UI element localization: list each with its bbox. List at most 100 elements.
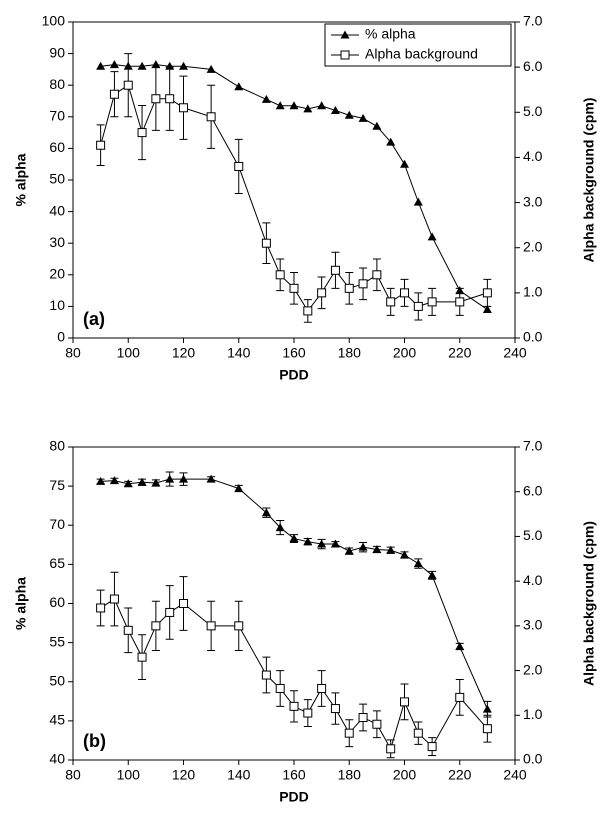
y-tick-label: 45 bbox=[49, 712, 65, 728]
y2-tick-label: 7.0 bbox=[523, 438, 543, 454]
marker bbox=[400, 159, 409, 168]
y-tick-label: 80 bbox=[49, 76, 65, 92]
y2-tick-label: 7.0 bbox=[523, 13, 543, 29]
y-axis-label: % alpha bbox=[13, 577, 29, 630]
x-tick-label: 140 bbox=[227, 767, 251, 783]
marker bbox=[179, 61, 188, 70]
y2-tick-label: 2.0 bbox=[523, 661, 543, 677]
marker bbox=[344, 110, 354, 119]
marker bbox=[303, 104, 313, 113]
marker bbox=[206, 112, 216, 122]
x-axis-label: PDD bbox=[279, 367, 309, 383]
y2-tick-label: 4.0 bbox=[523, 148, 543, 164]
y-tick-label: 80 bbox=[49, 438, 65, 454]
marker bbox=[303, 306, 313, 316]
marker bbox=[455, 692, 465, 702]
series-line bbox=[100, 598, 488, 751]
marker bbox=[289, 701, 299, 711]
x-tick-label: 180 bbox=[338, 345, 362, 361]
marker bbox=[179, 599, 188, 608]
marker bbox=[358, 542, 368, 551]
legend-marker bbox=[340, 30, 350, 39]
x-tick-label: 80 bbox=[65, 767, 81, 783]
marker bbox=[165, 94, 175, 104]
marker bbox=[427, 742, 437, 752]
y-tick-label: 50 bbox=[49, 672, 65, 688]
marker bbox=[165, 607, 175, 617]
y-tick-label: 100 bbox=[42, 13, 66, 29]
marker bbox=[275, 101, 285, 110]
marker bbox=[275, 270, 285, 280]
x-tick-label: 80 bbox=[65, 345, 81, 361]
y-axis-label: % alpha bbox=[13, 153, 29, 206]
marker bbox=[317, 683, 327, 693]
marker bbox=[109, 476, 119, 485]
marker bbox=[386, 744, 396, 754]
marker bbox=[358, 279, 368, 289]
y2-tick-label: 1.0 bbox=[523, 706, 543, 722]
marker bbox=[261, 508, 271, 517]
marker bbox=[123, 80, 133, 90]
marker bbox=[151, 621, 161, 631]
marker bbox=[400, 288, 409, 298]
y-tick-label: 40 bbox=[49, 202, 65, 218]
x-tick-label: 160 bbox=[282, 767, 306, 783]
marker bbox=[123, 479, 133, 488]
marker bbox=[137, 128, 147, 138]
marker bbox=[386, 297, 396, 307]
x-tick-label: 220 bbox=[448, 767, 472, 783]
marker bbox=[358, 113, 368, 122]
marker bbox=[330, 539, 340, 548]
x-tick-label: 200 bbox=[393, 345, 417, 361]
marker bbox=[109, 594, 119, 604]
marker bbox=[372, 545, 382, 554]
marker bbox=[330, 704, 340, 714]
marker bbox=[427, 570, 437, 579]
y-tick-label: 10 bbox=[49, 297, 65, 313]
marker bbox=[358, 713, 368, 723]
x-tick-label: 160 bbox=[282, 345, 306, 361]
marker bbox=[482, 724, 492, 734]
series-line bbox=[100, 478, 488, 710]
legend-label: Alpha background bbox=[365, 46, 478, 62]
marker bbox=[482, 288, 492, 298]
marker bbox=[234, 161, 244, 171]
marker bbox=[317, 539, 327, 548]
marker bbox=[400, 697, 409, 707]
y-tick-label: 40 bbox=[49, 751, 65, 767]
panel-annotation: (b) bbox=[83, 731, 106, 751]
y-tick-label: 55 bbox=[49, 633, 65, 649]
marker bbox=[413, 728, 423, 738]
x-tick-label: 100 bbox=[117, 345, 141, 361]
marker bbox=[303, 708, 313, 718]
y-tick-label: 70 bbox=[49, 516, 65, 532]
x-tick-label: 240 bbox=[503, 345, 527, 361]
marker bbox=[137, 61, 147, 70]
marker bbox=[109, 60, 119, 69]
marker bbox=[289, 283, 299, 293]
marker bbox=[96, 61, 106, 70]
marker bbox=[344, 728, 354, 738]
marker bbox=[372, 121, 382, 130]
y2-tick-label: 6.0 bbox=[523, 58, 543, 74]
marker bbox=[96, 476, 106, 485]
marker bbox=[289, 101, 299, 110]
chart-panel: 80 100 120 140 160 180 200 220 240 0 10 20 30 40 50 60 7… bbox=[13, 13, 597, 383]
y2-tick-label: 5.0 bbox=[523, 103, 543, 119]
x-tick-label: 180 bbox=[338, 767, 362, 783]
y-tick-label: 60 bbox=[49, 594, 65, 610]
marker bbox=[206, 621, 216, 631]
y2-tick-label: 3.0 bbox=[523, 617, 543, 633]
marker bbox=[234, 621, 244, 631]
marker bbox=[482, 305, 492, 314]
marker bbox=[400, 550, 409, 559]
marker bbox=[123, 625, 133, 635]
marker bbox=[317, 288, 327, 298]
y-tick-label: 65 bbox=[49, 555, 65, 571]
x-tick-label: 240 bbox=[503, 767, 527, 783]
marker bbox=[96, 140, 106, 150]
marker bbox=[179, 103, 188, 113]
marker bbox=[386, 545, 396, 554]
marker bbox=[413, 197, 423, 206]
